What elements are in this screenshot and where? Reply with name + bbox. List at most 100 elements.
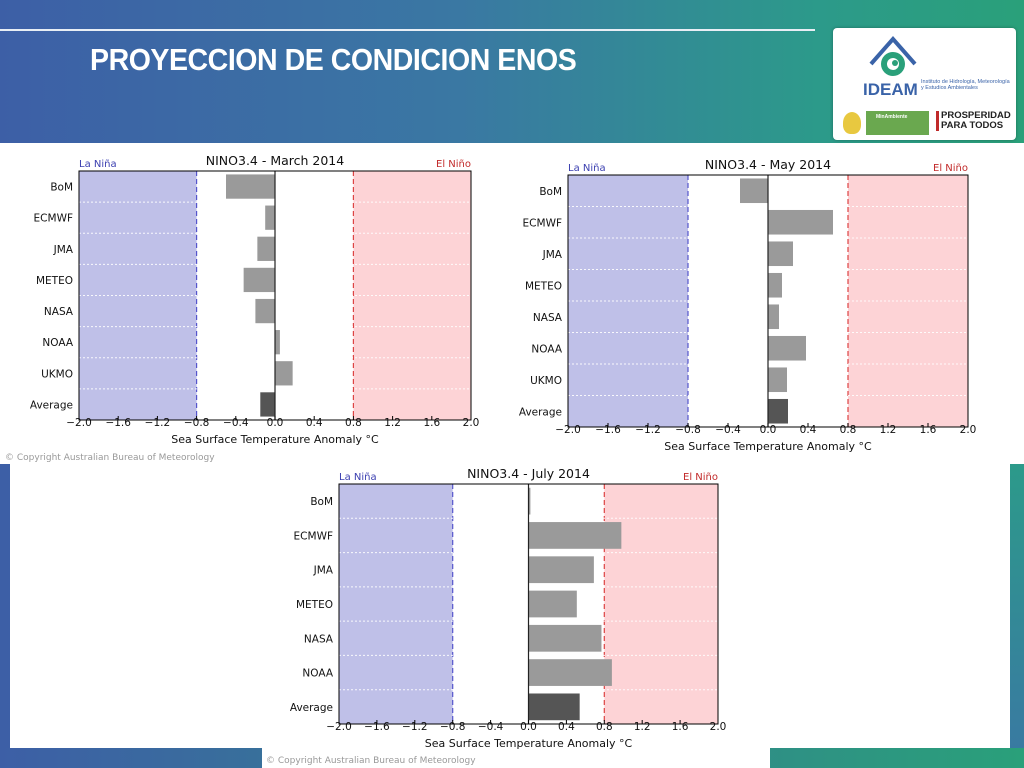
category-label-average: Average <box>30 399 73 411</box>
x-tick-label: 0.8 <box>596 721 613 733</box>
x-tick-label: −2.0 <box>555 424 581 436</box>
bar-ukmo <box>768 367 787 393</box>
bar-ecmwf <box>768 209 833 235</box>
x-tick-label: 0.8 <box>345 417 362 429</box>
bar-jma <box>528 556 594 584</box>
category-label-jma: JMA <box>53 244 74 256</box>
category-label-bom: BoM <box>310 496 333 508</box>
category-label-noaa: NOAA <box>531 343 562 355</box>
bar-ecmwf <box>265 205 275 230</box>
ideam-description: Instituto de Hidrología, Meteorología y … <box>921 79 1010 91</box>
prosperidad-flag-icon <box>936 111 939 131</box>
bar-ecmwf <box>528 522 622 549</box>
x-tick-label: 0.0 <box>520 721 537 733</box>
minambiente-label: MinAmbiente <box>876 114 908 120</box>
left-decoration <box>0 464 10 768</box>
chart-may-2014: BoM ECMWF JMA METEO NASA NOAA UKMO Average −2.0 −… <box>519 157 977 453</box>
el-nino-label: El Niño <box>933 163 968 174</box>
chart-july-2014: BoM ECMWF JMA METEO NASA NOAA Average −2.0 −1.6 −… <box>290 466 726 750</box>
category-label-noaa: NOAA <box>42 337 73 349</box>
la-nina-label: La Niña <box>339 472 377 483</box>
bar-bom <box>226 174 275 199</box>
la-nina-zone <box>339 484 453 724</box>
x-tick-label: −1.6 <box>105 417 131 429</box>
x-tick-label: −0.4 <box>715 424 741 436</box>
x-tick-label: 0.4 <box>306 417 323 429</box>
bar-bom <box>528 487 531 515</box>
x-axis-title: Sea Surface Temperature Anomaly °C <box>171 433 379 446</box>
prosperidad-logo: PROSPERIDAD PARA TODOS <box>936 111 1012 135</box>
x-tick-label: 1.2 <box>634 721 651 733</box>
bar-meteo <box>243 267 275 293</box>
category-label-bom: BoM <box>539 186 562 198</box>
category-label-average: Average <box>290 702 333 714</box>
el-nino-label: El Niño <box>436 159 471 170</box>
slide-title: PROYECCION DE CONDICION ENOS <box>90 42 577 77</box>
x-tick-label: 1.2 <box>880 424 897 436</box>
category-label-ukmo: UKMO <box>530 375 562 387</box>
copyright-note-top: © Copyright Australian Bureau of Meteoro… <box>5 453 215 463</box>
chart-title: NINO3.4 - March 2014 <box>206 153 344 168</box>
category-label-meteo: METEO <box>296 599 333 611</box>
category-label-jma: JMA <box>313 565 334 577</box>
x-tick-label: 0.8 <box>840 424 857 436</box>
bar-nasa <box>255 298 275 324</box>
x-tick-label: −2.0 <box>66 417 92 429</box>
x-tick-label: 2.0 <box>463 417 480 429</box>
x-tick-label: −1.6 <box>364 721 390 733</box>
category-label-ecmwf: ECMWF <box>34 213 73 225</box>
x-tick-label: 2.0 <box>960 424 977 436</box>
prosperidad-label: PROSPERIDAD PARA TODOS <box>941 110 1011 131</box>
x-tick-label: −1.6 <box>595 424 621 436</box>
bar-noaa <box>275 330 280 355</box>
category-label-ecmwf: ECMWF <box>294 530 333 542</box>
bar-noaa <box>528 659 612 686</box>
la-nina-label: La Niña <box>79 159 117 170</box>
x-tick-label: 1.6 <box>423 417 440 429</box>
category-label-meteo: METEO <box>525 280 562 292</box>
bar-noaa <box>768 335 806 361</box>
x-tick-label: −0.8 <box>440 721 466 733</box>
category-label-meteo: METEO <box>36 275 73 287</box>
colombia-crest-icon <box>843 112 861 134</box>
ideam-logo: IDEAM Instituto de Hidrología, Meteorolo… <box>833 28 1016 140</box>
x-tick-label: −1.2 <box>635 424 661 436</box>
x-tick-label: −1.2 <box>145 417 171 429</box>
x-tick-label: 0.4 <box>800 424 817 436</box>
bar-jma <box>257 236 275 261</box>
bar-average <box>260 392 275 417</box>
la-nina-label: La Niña <box>568 163 606 174</box>
bar-nasa <box>768 304 779 330</box>
chart-title: NINO3.4 - July 2014 <box>467 466 590 481</box>
x-tick-label: 0.0 <box>267 417 284 429</box>
category-label-bom: BoM <box>50 182 73 194</box>
category-label-nasa: NASA <box>533 312 563 324</box>
x-tick-label: 0.4 <box>558 721 575 733</box>
x-tick-label: −0.8 <box>675 424 701 436</box>
x-tick-label: 0.0 <box>760 424 777 436</box>
x-tick-label: −2.0 <box>326 721 352 733</box>
ideam-wordmark: IDEAM <box>863 80 918 99</box>
x-tick-label: −0.4 <box>478 721 504 733</box>
el-nino-zone <box>604 484 718 724</box>
category-label-noaa: NOAA <box>302 668 333 680</box>
x-tick-label: 1.6 <box>672 721 689 733</box>
category-label-ukmo: UKMO <box>41 368 73 380</box>
category-label-average: Average <box>519 406 562 418</box>
chart-title: NINO3.4 - May 2014 <box>705 157 831 172</box>
x-tick-label: −0.4 <box>223 417 249 429</box>
bar-ukmo <box>275 361 293 386</box>
header-divider <box>0 29 815 31</box>
bar-meteo <box>768 272 782 298</box>
copyright-note-bottom: © Copyright Australian Bureau of Meteoro… <box>266 756 476 766</box>
minambiente-logo: MinAmbiente <box>866 111 929 135</box>
bar-average <box>528 693 580 721</box>
x-axis-title: Sea Surface Temperature Anomaly °C <box>664 440 872 453</box>
chart-march-2014: BoM ECMWF JMA METEO NASA NOAA UKMO Average −2.0 −… <box>30 153 480 446</box>
bar-bom <box>740 178 768 204</box>
bar-meteo <box>528 590 577 618</box>
x-axis-title: Sea Surface Temperature Anomaly °C <box>425 737 633 750</box>
category-label-nasa: NASA <box>304 633 334 645</box>
ideam-swirl-icon <box>869 35 917 76</box>
bar-nasa <box>528 624 602 652</box>
